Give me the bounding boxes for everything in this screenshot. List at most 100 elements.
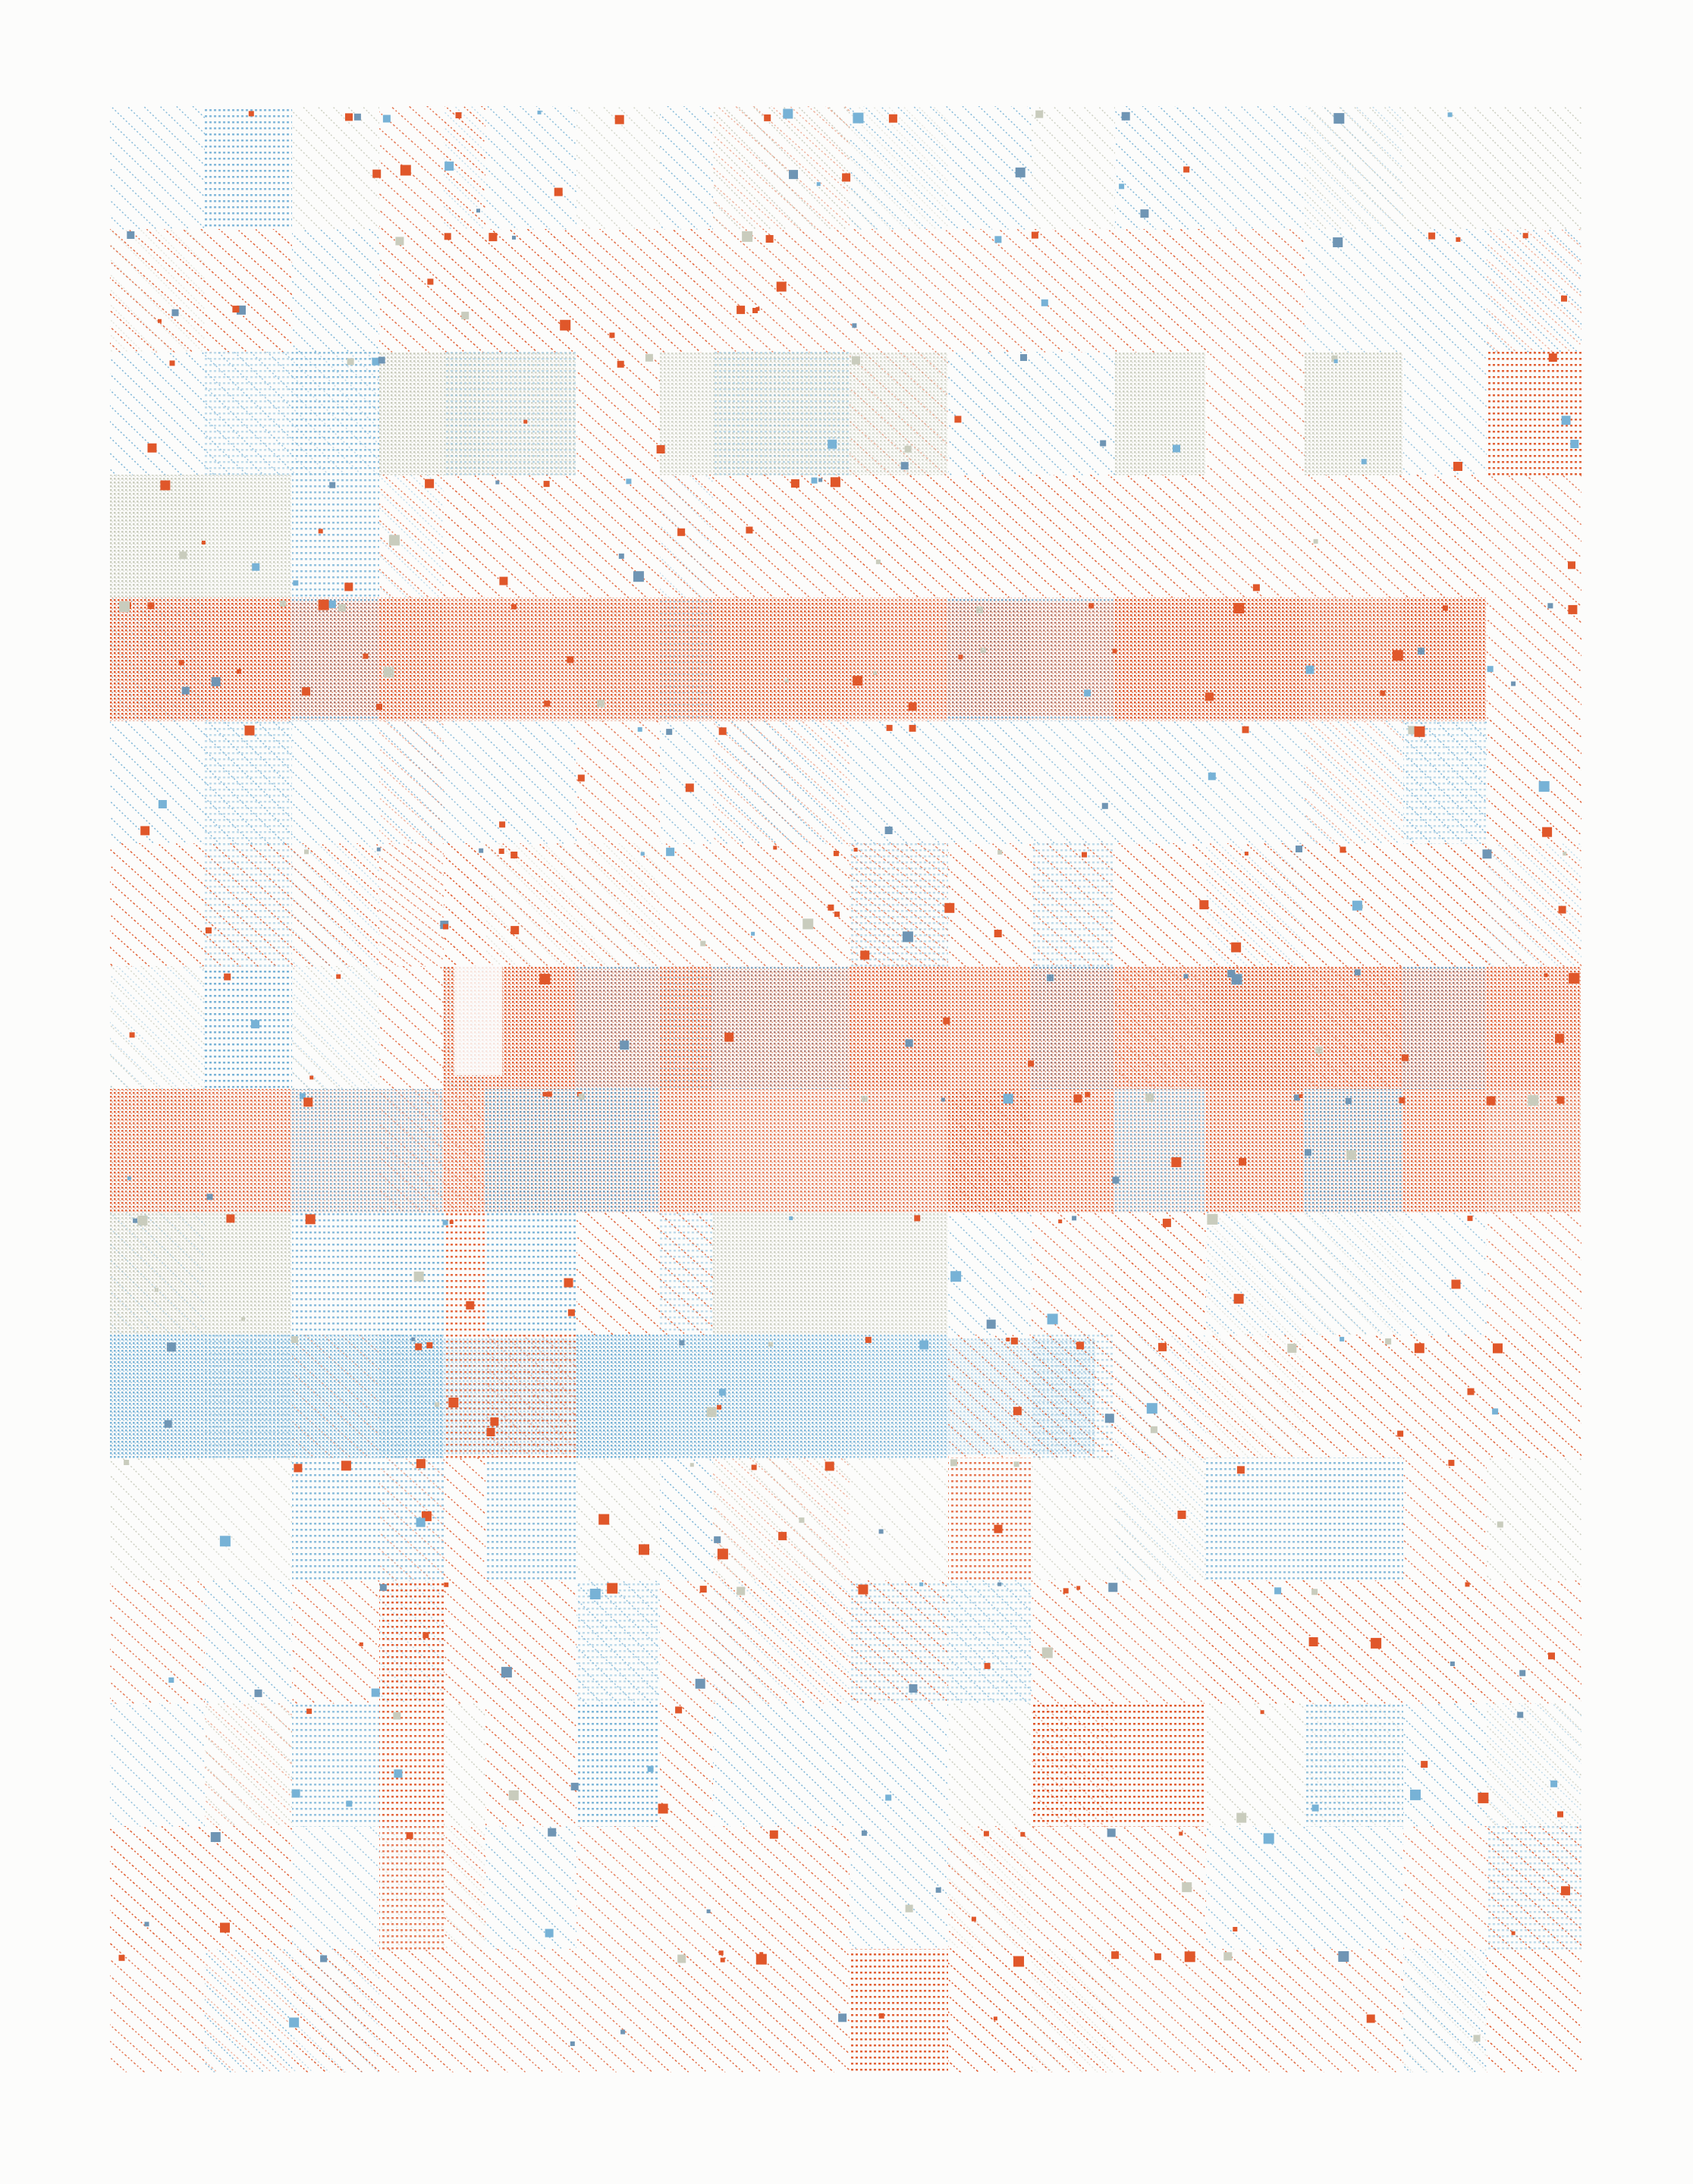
square-accent	[1392, 650, 1403, 661]
square-accent	[1493, 1343, 1503, 1354]
square-accent	[1085, 1091, 1091, 1097]
square-accent	[1088, 603, 1095, 609]
pattern-block	[292, 1458, 379, 1581]
pattern-block	[1206, 229, 1305, 353]
square-accent	[755, 306, 760, 311]
pattern-overlay	[1403, 106, 1487, 230]
square-accent	[626, 479, 632, 485]
pattern-overlay	[1206, 1212, 1305, 1335]
square-accent	[371, 1688, 380, 1697]
square-accent	[1020, 1831, 1026, 1837]
square-accent	[219, 1536, 231, 1547]
square-accent	[1179, 1831, 1183, 1836]
square-accent	[206, 927, 212, 934]
pattern-overlay	[485, 352, 576, 475]
pattern-block	[713, 1089, 850, 1213]
square-accent	[1408, 726, 1417, 735]
square-accent	[512, 235, 516, 240]
square-accent	[1487, 666, 1494, 673]
square-accent	[1333, 237, 1343, 247]
pattern-overlay	[850, 352, 948, 475]
square-accent	[345, 113, 353, 121]
square-accent	[415, 1343, 422, 1351]
pattern-block	[576, 1949, 660, 2073]
square-accent	[435, 1402, 440, 1407]
square-accent	[769, 1830, 778, 1839]
square-accent	[394, 1769, 403, 1778]
square-accent	[144, 1922, 149, 1927]
square-accent	[1112, 648, 1117, 654]
square-accent	[1244, 852, 1249, 856]
square-accent	[299, 1093, 306, 1100]
pattern-block	[713, 843, 850, 967]
pattern-block	[485, 475, 576, 598]
pattern-block	[1403, 1703, 1487, 1827]
square-accent	[1401, 1054, 1409, 1062]
square-accent	[666, 847, 675, 856]
square-accent	[1346, 1150, 1356, 1160]
pattern-overlay	[1032, 843, 1115, 967]
pattern-block	[1487, 1949, 1581, 2073]
pattern-block	[850, 1458, 948, 1581]
square-accent	[1451, 1279, 1461, 1289]
square-accent	[1371, 1637, 1382, 1649]
square-accent	[160, 480, 171, 491]
square-accent	[620, 2029, 626, 2035]
pattern-overlay	[713, 1949, 850, 2073]
square-accent	[426, 1342, 433, 1348]
square-accent	[388, 535, 400, 546]
square-accent	[1544, 973, 1548, 977]
square-accent	[406, 1832, 413, 1840]
pattern-block	[1115, 1703, 1206, 1827]
square-accent	[838, 2013, 847, 2022]
pattern-block	[1115, 1212, 1206, 1335]
pattern-block	[379, 1949, 444, 2073]
square-accent	[818, 478, 823, 482]
pattern-overlay	[576, 843, 660, 967]
pattern-block	[1305, 1949, 1403, 2073]
pattern-block	[660, 1458, 713, 1581]
square-accent	[1104, 1414, 1114, 1423]
square-accent	[994, 236, 1002, 243]
pattern-overlay	[1305, 106, 1403, 230]
pattern-overlay	[1403, 1335, 1487, 1458]
square-accent	[737, 1586, 746, 1596]
square-accent	[1013, 1407, 1022, 1416]
square-accent	[328, 600, 336, 608]
square-accent	[359, 1642, 363, 1646]
pattern-block	[1487, 1458, 1581, 1581]
square-accent	[479, 848, 484, 853]
square-accent	[828, 439, 837, 449]
square-accent	[1260, 1710, 1264, 1715]
square-accent	[1140, 209, 1149, 218]
square-accent	[799, 1517, 805, 1523]
pattern-block	[205, 1212, 292, 1335]
square-accent	[860, 950, 870, 960]
square-accent	[706, 1909, 711, 1913]
pattern-block	[1403, 1580, 1487, 1704]
square-accent	[1482, 849, 1492, 859]
square-accent	[902, 931, 913, 943]
square-accent	[717, 1549, 728, 1560]
square-accent	[1028, 1060, 1035, 1067]
square-accent	[1547, 603, 1553, 609]
pattern-block	[292, 1703, 379, 1827]
square-accent	[1236, 1812, 1247, 1823]
pattern-overlay	[292, 1949, 379, 2073]
square-accent	[444, 233, 451, 240]
square-accent	[537, 110, 542, 115]
square-accent	[1146, 1403, 1157, 1414]
square-accent	[564, 1278, 573, 1288]
square-accent	[1570, 440, 1579, 448]
square-accent	[416, 1459, 426, 1469]
pattern-overlay	[948, 352, 1032, 475]
pattern-block	[485, 1580, 576, 1704]
pattern-overlay	[713, 1458, 850, 1581]
square-accent	[1233, 1927, 1238, 1931]
orange-stipple-band	[497, 969, 1581, 1087]
square-accent	[830, 477, 840, 488]
square-accent	[1304, 1149, 1311, 1156]
square-accent	[833, 850, 839, 856]
pattern-block	[292, 106, 379, 230]
pattern-overlay	[292, 966, 379, 1090]
